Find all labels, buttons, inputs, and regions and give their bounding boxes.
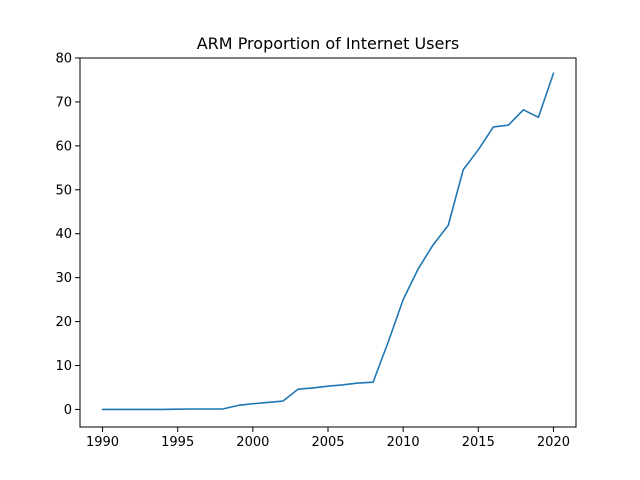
y-tick-label: 0 (64, 403, 72, 418)
x-tick-label: 2010 (387, 435, 420, 450)
y-tick-label: 60 (55, 139, 72, 154)
axes-frame (79, 57, 577, 428)
x-tick-label: 1995 (161, 435, 194, 450)
y-tick-label: 40 (55, 227, 72, 242)
chart-title: ARM Proportion of Internet Users (197, 34, 460, 53)
y-tick-label: 50 (55, 183, 72, 198)
y-tick-label: 30 (55, 271, 72, 286)
series-line (101, 72, 555, 411)
x-tick-label: 2015 (462, 435, 495, 450)
x-tick-label: 2000 (236, 435, 269, 450)
y-tick-label: 10 (55, 359, 72, 374)
y-tick-label: 80 (55, 52, 72, 67)
y-tick-label: 70 (55, 95, 72, 110)
plot-area: 1990 1995 2000 2005 2010 2015 2020 0 10 20 30 40 50 6… (55, 52, 577, 450)
x-tick-label: 2005 (311, 435, 344, 450)
x-tick-label: 2020 (537, 435, 570, 450)
y-tick-label: 20 (55, 315, 72, 330)
x-tick-label: 1990 (86, 435, 119, 450)
